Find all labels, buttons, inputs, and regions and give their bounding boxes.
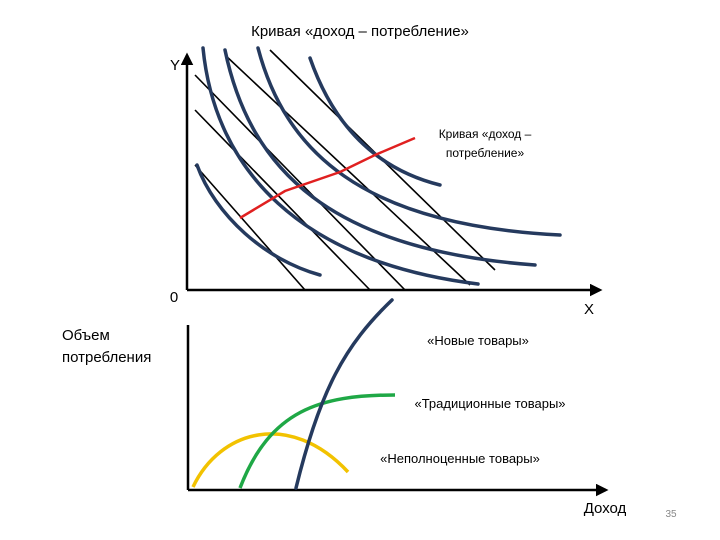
curve-label: «Традиционные товары»: [414, 396, 565, 411]
new-goods-curve: [294, 298, 394, 490]
income-consumption-curve: [239, 136, 416, 220]
curve-label: Кривая «доход –: [439, 127, 532, 141]
budget-line: [224, 54, 471, 286]
curve-label: «Новые товары»: [427, 333, 529, 348]
normal-goods-curve: [238, 393, 396, 489]
curve-label: «Неполноценные товары»: [380, 451, 540, 466]
y-axis-label: Объем: [62, 327, 110, 344]
y-axis-label: Y: [170, 57, 180, 74]
y-axis-label: потребления: [62, 349, 151, 366]
indifference-curve: [223, 48, 537, 267]
indifference-curve: [195, 163, 322, 277]
inferior-goods-curve: [191, 432, 350, 488]
bottom-diagram: Объем потребления «Новые товары» «Традиц…: [62, 298, 627, 517]
x-axis-label: Доход: [584, 500, 627, 517]
budget-line: [194, 74, 406, 291]
indifference-curve: [201, 46, 480, 286]
indifference-curve: [256, 46, 562, 237]
curve-label: потребление»: [446, 146, 525, 160]
budget-line: [194, 164, 306, 291]
x-axis-label: X: [584, 301, 594, 318]
page-number: 35: [665, 509, 677, 520]
indifference-curve: [308, 56, 442, 187]
budget-line: [194, 109, 371, 291]
origin-label: 0: [170, 289, 178, 306]
title: Кривая «доход – потребление»: [251, 23, 469, 40]
top-diagram: Y 0 X Кривая «доход – потребление»: [170, 46, 603, 318]
